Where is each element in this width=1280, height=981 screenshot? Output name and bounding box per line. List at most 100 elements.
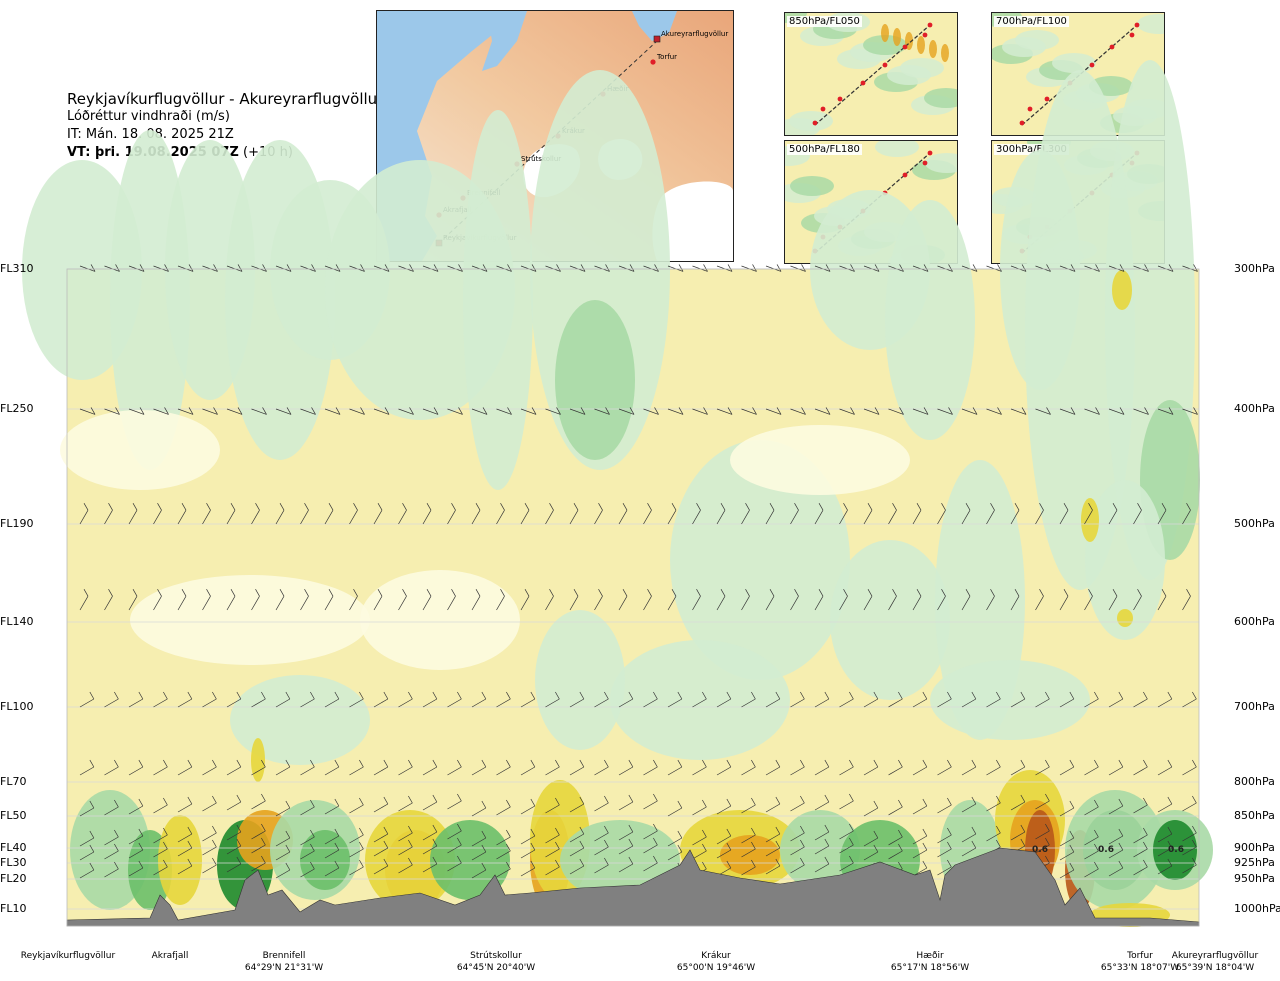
wind-barb <box>937 407 953 415</box>
location-label: Hæðir 65°17'N 18°56'W <box>870 950 990 974</box>
wind-barb <box>324 407 341 415</box>
chart-title: Reykjavíkurflugvöllur - Akureyrarflugvöl… <box>67 90 384 108</box>
mini-route-line <box>814 24 931 126</box>
mini-route-point <box>812 120 818 126</box>
wind-barb <box>275 407 292 415</box>
fl-label: FL250 <box>0 402 34 415</box>
wind-barb <box>79 844 95 861</box>
wind-barb <box>1133 797 1148 814</box>
wind-barb <box>912 828 928 845</box>
wind-barb <box>349 841 364 858</box>
wind-barb <box>765 407 782 415</box>
wind-barb <box>692 407 708 415</box>
wind-barb <box>888 829 903 846</box>
wind-barb <box>324 759 340 776</box>
wind-barb <box>643 588 652 611</box>
wind-barb <box>398 691 413 708</box>
wind-barb <box>398 407 414 415</box>
wind-barb <box>520 588 530 611</box>
wind-barb <box>104 759 119 776</box>
field-contour <box>1117 609 1133 627</box>
wind-barb <box>373 858 389 875</box>
wind-barb <box>1108 759 1124 776</box>
wind-barb <box>1133 502 1142 525</box>
wind-barb <box>471 862 487 879</box>
wind-barb <box>1157 407 1174 415</box>
pressure-label: 800hPa <box>1234 775 1275 788</box>
wind-barb <box>471 691 487 708</box>
wind-barb <box>937 859 952 876</box>
wind-barb <box>447 502 456 525</box>
location-coord: 64°45'N 20°40'W <box>456 963 536 973</box>
wind-barb <box>251 793 266 810</box>
wind-barb <box>1035 407 1051 415</box>
wind-barb <box>79 407 96 415</box>
wind-barb <box>643 502 652 525</box>
wind-barb <box>790 407 806 415</box>
wind-barb <box>667 502 677 525</box>
wind-barb <box>643 407 659 415</box>
wind-barb <box>251 407 267 415</box>
wind-barb <box>1010 407 1027 415</box>
level-panel-850-svg <box>785 13 957 135</box>
wind-barb <box>153 797 168 814</box>
wind-barb <box>741 588 750 611</box>
wind-barb <box>349 691 364 708</box>
wind-barb <box>398 825 413 842</box>
wind-barb <box>814 502 824 525</box>
wind-barb <box>741 841 756 858</box>
field-contour <box>1085 480 1165 640</box>
wind-barb <box>839 823 854 840</box>
mini-route-point <box>882 62 888 68</box>
wind-barb <box>79 691 95 708</box>
wind-barb <box>422 407 439 415</box>
wind-barb <box>741 759 756 776</box>
terrain-profile <box>66 847 1200 927</box>
wind-barb <box>569 796 585 813</box>
pressure-label: 500hPa <box>1234 517 1275 530</box>
wind-barb <box>324 691 340 708</box>
wind-barb <box>790 825 805 842</box>
wind-barb <box>1059 844 1075 861</box>
wind-barb <box>300 691 315 708</box>
wind-barb <box>569 826 585 843</box>
wind-barb <box>1010 588 1020 611</box>
wind-barb <box>153 827 168 844</box>
field-contour <box>300 830 350 890</box>
pressure-label: 400hPa <box>1234 402 1275 415</box>
wind-barb <box>937 502 946 525</box>
wind-barb <box>349 502 358 525</box>
wind-barb <box>349 797 364 814</box>
fl-label: FL310 <box>0 262 34 275</box>
wind-barb <box>1035 837 1050 854</box>
wind-barb <box>569 858 585 875</box>
wind-barb <box>398 857 413 874</box>
wind-barb <box>1059 691 1075 708</box>
wind-barb <box>1035 588 1044 611</box>
wind-barb <box>667 800 683 817</box>
wind-barb <box>1084 861 1099 878</box>
wind-barb <box>667 407 684 415</box>
wind-barb <box>1108 828 1124 845</box>
wind-barb <box>496 829 511 846</box>
field-contour <box>158 815 202 905</box>
wind-barb <box>986 795 1001 812</box>
mini-field-contour <box>924 88 957 108</box>
wind-barb <box>1084 691 1099 708</box>
wind-barb <box>471 800 487 817</box>
wind-barb <box>398 502 407 525</box>
pressure-label: 925hPa <box>1234 856 1275 869</box>
location-label: Reykjavíkurflugvöllur <box>8 950 128 962</box>
wind-barb <box>177 759 193 776</box>
pressure-label: 300hPa <box>1234 262 1275 275</box>
location-label: Akureyrarflugvöllur 65°39'N 18°04'W <box>1155 950 1275 974</box>
field-contour <box>130 575 370 665</box>
wind-barb <box>447 588 456 611</box>
wind-barb <box>373 691 389 708</box>
wind-barb <box>104 829 119 846</box>
mini-route-point <box>902 172 908 178</box>
wind-barb <box>716 828 732 845</box>
wind-barb <box>594 588 603 611</box>
wind-barb <box>496 691 511 708</box>
wind-barb <box>569 502 579 525</box>
